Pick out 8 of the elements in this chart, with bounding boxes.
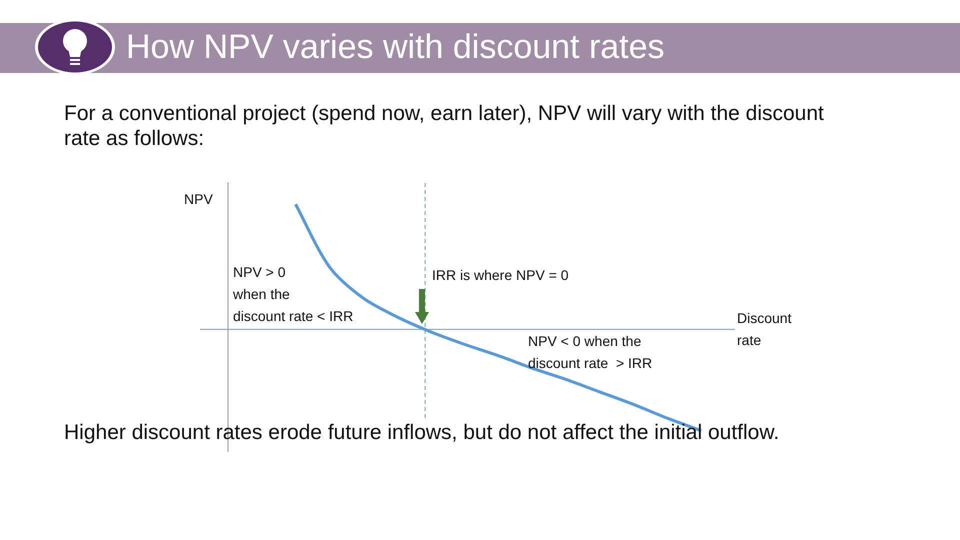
y-axis-title: NPV [184,190,213,209]
annotation: NPV < 0 when the discount rate > IRR [528,332,652,373]
annotation: IRR is where NPV = 0 [432,266,569,285]
x-axis-title: Discount rate [737,309,792,350]
annotation: NPV > 0 when the discount rate < IRR [233,263,354,326]
chart-subtitle: For a conventional project (spend now, earn later), NPV will vary with the discount rate as follows: [64,101,825,151]
annotation: Higher discount rates erode future inflows, but do not affect the initial outflow. [64,420,780,445]
chart-title: How NPV varies with discount rates [126,28,665,67]
